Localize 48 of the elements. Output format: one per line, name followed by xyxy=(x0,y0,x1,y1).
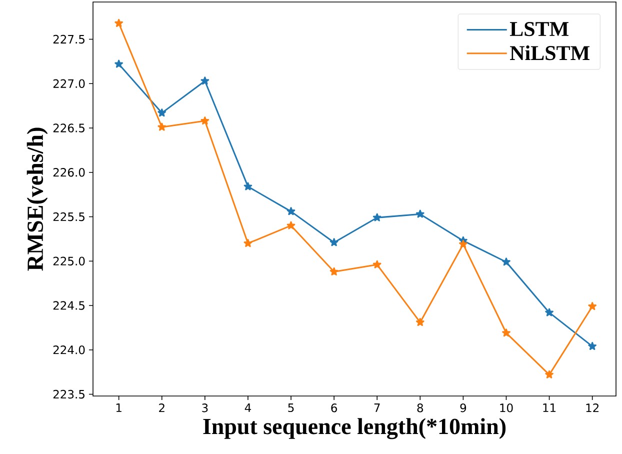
point xyxy=(158,122,166,131)
point xyxy=(330,267,338,276)
point xyxy=(158,108,166,117)
x-tick-label: 3 xyxy=(202,404,208,412)
point xyxy=(372,260,382,268)
y-tick-label: 226.0 xyxy=(53,168,85,177)
y-tick-label: 226.5 xyxy=(53,124,84,132)
y-tick-label: 225.5 xyxy=(53,212,84,222)
point xyxy=(244,239,252,248)
legend-label: NiLSTM xyxy=(510,45,590,60)
x-tick-label: 11 xyxy=(543,404,556,412)
point xyxy=(372,213,382,222)
x-tick-label: 9 xyxy=(460,404,466,412)
point xyxy=(200,76,210,85)
x-tick-label: 7 xyxy=(374,404,380,412)
point xyxy=(114,18,124,27)
point xyxy=(416,318,424,326)
point xyxy=(114,60,124,68)
y-tick-label: 224.5 xyxy=(53,301,84,310)
y-tick-label: 223.5 xyxy=(53,390,84,399)
point xyxy=(588,302,597,310)
point xyxy=(588,342,597,350)
legend-label: LSTM xyxy=(510,22,569,36)
x-tick-label: 4 xyxy=(244,404,251,412)
x-tick-label: 5 xyxy=(288,404,294,412)
y-tick-label: 225.0 xyxy=(53,256,85,266)
point xyxy=(416,210,424,218)
x-tick-label: 2 xyxy=(159,404,164,412)
point xyxy=(502,258,510,266)
point xyxy=(244,182,252,190)
point xyxy=(459,240,468,248)
y-tick-label: 227.5 xyxy=(53,34,84,44)
y-axis-title: RMSE(vehs/h) xyxy=(26,128,48,271)
point xyxy=(200,116,210,125)
point xyxy=(545,370,554,378)
x-tick-label: 6 xyxy=(331,404,337,412)
point xyxy=(545,308,554,316)
x-tick-label: 10 xyxy=(500,404,513,412)
x-axis-title: Input sequence length(*10min) xyxy=(203,418,506,440)
point xyxy=(330,238,338,246)
point xyxy=(286,207,296,216)
x-tick-label: 12 xyxy=(586,404,598,412)
y-tick-label: 224.0 xyxy=(53,346,85,354)
point xyxy=(502,328,510,337)
x-tick-label: 8 xyxy=(417,404,424,412)
x-tick-label: 1 xyxy=(116,404,122,412)
point xyxy=(286,221,296,230)
y-tick-label: 227.0 xyxy=(53,79,85,88)
